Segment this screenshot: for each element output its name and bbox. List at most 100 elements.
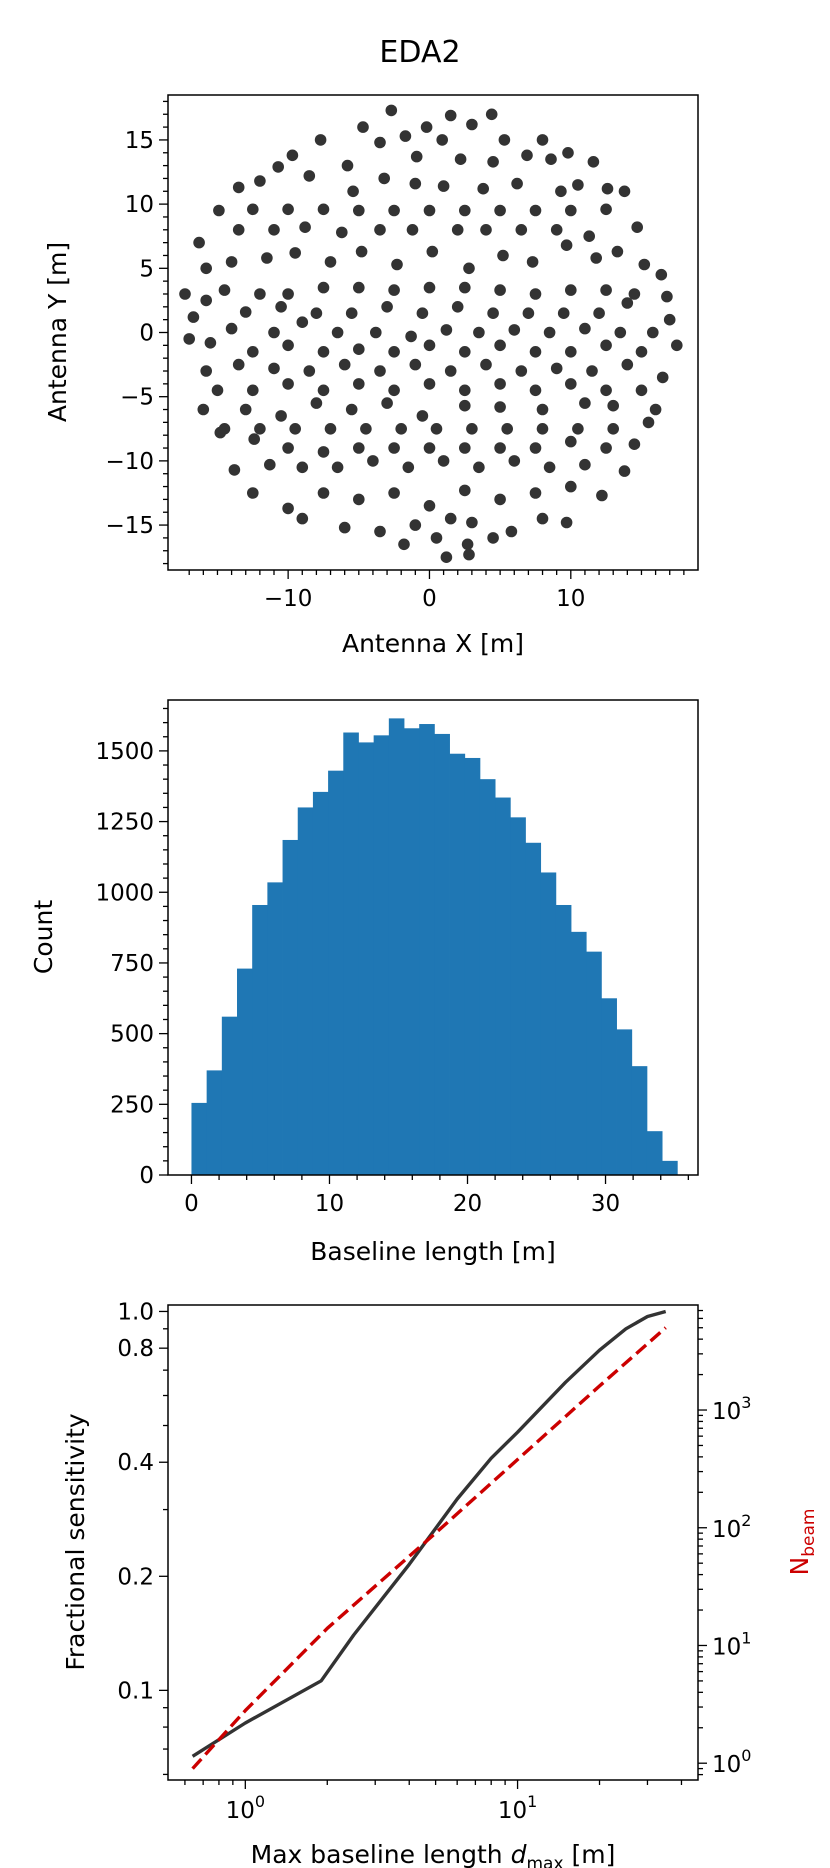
y2-tick-label: 101 — [712, 1628, 751, 1660]
antenna-point — [480, 224, 492, 236]
antenna-point — [543, 461, 556, 474]
histogram-bar — [419, 724, 435, 1175]
antenna-point — [232, 358, 245, 371]
antenna-point — [579, 322, 591, 335]
antenna-point — [409, 177, 422, 190]
antenna-point — [614, 326, 627, 339]
antenna-point — [459, 346, 471, 358]
antenna-point — [289, 423, 302, 435]
antenna-point — [501, 423, 513, 435]
antenna-point — [406, 224, 419, 236]
antenna-point — [353, 378, 365, 390]
y-tick-label: 10 — [125, 192, 154, 218]
antenna-point — [341, 159, 354, 172]
histogram-bar — [525, 842, 542, 1175]
antenna-point — [671, 339, 683, 352]
antenna-point — [485, 108, 498, 121]
antenna-point — [480, 358, 492, 371]
sensitivity-line — [191, 1309, 667, 1758]
antenna-point — [555, 185, 567, 198]
antenna-point — [197, 403, 210, 416]
antenna-point — [565, 435, 577, 448]
antenna-point — [444, 512, 457, 525]
histogram-axes-frame — [167, 699, 699, 1176]
antenna-point — [521, 149, 533, 162]
antenna-point — [254, 175, 266, 187]
antenna-point — [410, 150, 423, 163]
antenna-point — [395, 423, 408, 435]
antenna-point — [299, 221, 311, 233]
antenna-point — [444, 365, 457, 377]
antenna-point — [508, 455, 521, 467]
antenna-point — [388, 442, 400, 454]
antenna-point — [459, 399, 471, 412]
x-tick-label: 10 — [315, 1191, 344, 1217]
histogram-bar — [449, 753, 466, 1175]
antenna-point — [399, 130, 412, 142]
y-tick-label: 15 — [125, 128, 154, 154]
antenna-point — [338, 358, 351, 371]
antenna-point — [515, 224, 528, 236]
histogram-bar — [540, 872, 557, 1175]
antenna-point — [587, 156, 600, 168]
histogram-bar — [646, 1131, 663, 1175]
antenna-point — [600, 442, 612, 454]
antenna-point — [536, 403, 549, 416]
antenna-point — [451, 301, 464, 313]
antenna-point — [618, 465, 631, 477]
antenna-point — [473, 326, 485, 339]
antenna-point — [183, 333, 195, 345]
antenna-point — [579, 397, 591, 409]
y-tick-label: 500 — [110, 1022, 154, 1048]
antenna-point — [347, 185, 359, 198]
antenna-point — [635, 384, 648, 397]
antenna-point — [436, 134, 449, 146]
antenna-point — [331, 326, 344, 339]
antenna-point — [529, 288, 542, 300]
histogram-bar — [328, 770, 344, 1175]
antenna-point — [607, 423, 619, 435]
antenna-point — [353, 442, 365, 454]
antenna-point — [494, 204, 506, 217]
antenna-point — [353, 343, 365, 356]
antenna-point — [374, 136, 386, 149]
histogram-bar — [206, 1070, 223, 1175]
antenna-point — [611, 245, 624, 258]
antenna-point — [649, 403, 662, 416]
antenna-point — [370, 326, 382, 339]
sensitivity-panel: 100 101 0.1 0.2 0.4 0.8 1.0 100 101 102 103 Max ba… — [61, 1299, 819, 1868]
antenna-point — [228, 464, 241, 476]
antenna-point — [655, 268, 668, 281]
y-tick-label: 0 — [139, 321, 154, 347]
histogram-x-axis-label: Baseline length [m] — [310, 1237, 555, 1266]
antenna-point — [463, 262, 475, 275]
antenna-point — [423, 500, 436, 512]
sensitivity-y-axis-label: Fractional sensitivity — [61, 1413, 90, 1671]
y-tick-label: 0.2 — [117, 1564, 154, 1590]
antenna-point — [282, 378, 294, 390]
antenna-point — [601, 182, 614, 195]
antenna-point — [526, 256, 539, 268]
antenna-point — [497, 249, 509, 262]
antenna-point — [550, 224, 563, 236]
antenna-point — [437, 455, 450, 467]
scatter-axes-frame — [167, 94, 699, 571]
histogram-bars — [191, 718, 678, 1175]
antenna-point — [600, 339, 612, 352]
antenna-point — [268, 362, 280, 375]
antenna-point — [275, 301, 287, 313]
antenna-point — [282, 288, 294, 300]
histogram-bar — [479, 779, 496, 1175]
antenna-point — [536, 512, 549, 525]
antenna-point — [420, 121, 433, 133]
antenna-point — [593, 307, 605, 320]
antenna-point — [487, 307, 499, 320]
antenna-point — [303, 170, 316, 182]
antenna-point — [391, 258, 403, 271]
antenna-point — [529, 204, 542, 217]
antenna-point — [336, 226, 348, 239]
antenna-point — [477, 182, 490, 195]
antenna-point — [225, 322, 238, 335]
antenna-point — [211, 384, 224, 397]
histogram-bar — [358, 742, 375, 1175]
